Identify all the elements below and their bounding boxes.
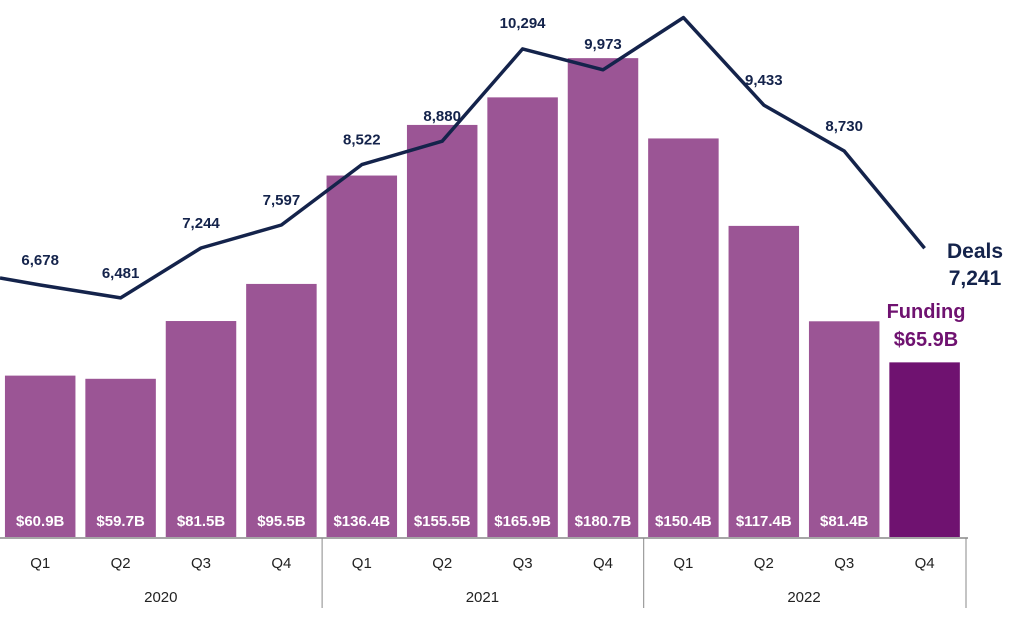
quarter-tick-label: Q4 [271,555,291,572]
bar-labels: $60.9B $59.7B $81.5B $95.5B $136.4B $155.5B $1… [16,513,869,530]
funding-bar [85,378,156,537]
funding-bar-label: $117.4B [736,513,792,530]
deal-label: 7,244 [182,215,220,232]
funding-bar [889,362,960,537]
quarter-tick-label: Q4 [915,555,935,572]
funding-bar [165,321,237,537]
funding-bar-label: $165.9B [494,513,551,530]
funding-bar [487,97,558,538]
deal-label: 10,773 [660,0,706,2]
quarter-tick-label: Q1 [30,555,50,572]
quarter-tick-label: Q4 [593,555,613,572]
funding-bar-label: $95.5B [257,513,306,530]
funding-bar [326,175,398,538]
deals-callout-name: Deals [947,240,1003,263]
deal-label: 8,880 [423,108,461,125]
deal-label: 8,730 [825,118,863,135]
quarter-tick-label: Q3 [191,555,211,572]
funding-bar-label: $150.4B [655,513,712,530]
deal-label: 9,433 [745,72,783,89]
funding-bar [728,225,800,537]
deal-label: 10,294 [500,15,547,32]
funding-bar-label: $155.5B [414,513,471,530]
funding-callout-value: $65.9B [894,329,959,351]
bar-series [4,58,960,538]
deals-callout-value: 7,241 [949,267,1002,290]
deal-label: 9,973 [584,36,622,53]
deal-label: 6,481 [102,265,140,282]
funding-bar-label: $81.4B [820,513,869,530]
quarter-tick-label: Q1 [673,555,693,572]
funding-bar [808,321,880,537]
x-axis: Q1 Q2 Q3 Q4 Q1 Q2 Q3 Q4 Q1 Q2 Q3 Q4 2020 2021 2022 [0,537,968,608]
funding-bar [4,375,76,537]
deals-line [0,15,926,300]
funding-bar-label: $180.7B [575,513,632,530]
funding-bar [567,58,639,538]
funding-bar [246,283,317,537]
funding-callout-name: Funding [887,301,966,323]
year-tick-label: 2022 [787,589,820,606]
funding-bar-label: $60.9B [16,513,65,530]
deal-label: 7,597 [263,192,301,209]
quarter-tick-label: Q2 [432,555,452,572]
deal-label: 8,522 [343,132,381,149]
funding-bar [648,138,719,537]
deal-label: 6,678 [21,252,59,269]
callouts: Deals 7,241 Funding $65.9B [887,240,1003,351]
quarter-tick-label: Q2 [111,555,131,572]
quarter-tick-label: Q1 [352,555,372,572]
quarter-tick-label: Q2 [754,555,774,572]
year-tick-label: 2020 [144,589,177,606]
year-tick-label: 2021 [466,589,499,606]
funding-bar-label: $136.4B [333,513,390,530]
funding-bar-label: $59.7B [96,513,145,530]
quarter-tick-label: Q3 [513,555,533,572]
funding-bar [406,124,478,538]
deal-labels: 6,678 6,481 7,244 7,597 8,522 8,880 10,294 9,97… [21,0,863,282]
funding-bar-label: $81.5B [177,513,226,530]
deals-line-series [0,15,926,300]
quarter-tick-label: Q3 [834,555,854,572]
